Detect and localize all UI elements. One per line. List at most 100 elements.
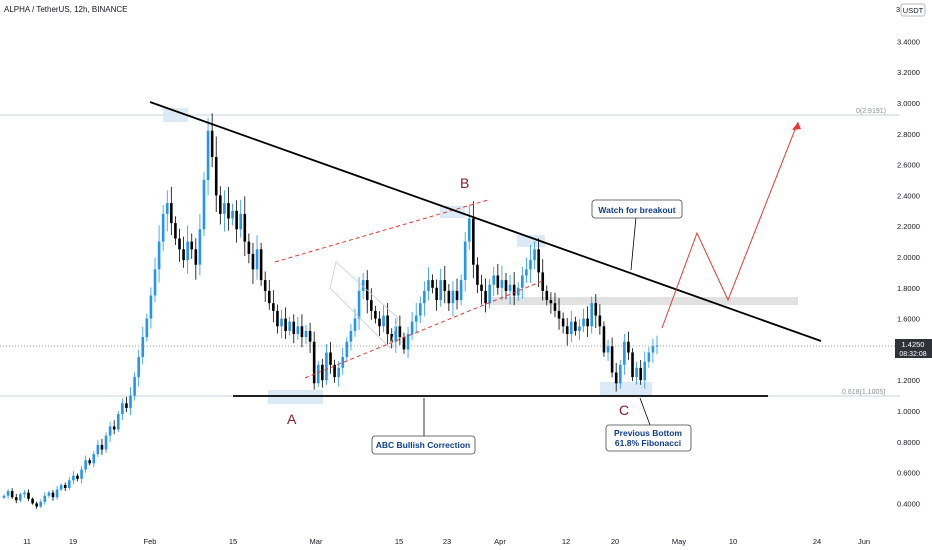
candle-body [451, 290, 455, 304]
callout-breakout-pointer [630, 216, 637, 271]
candle-body [292, 321, 296, 334]
candle-body [27, 492, 30, 499]
candle-body [263, 280, 267, 291]
time-tick-label: Jun [858, 537, 870, 546]
candle-body [284, 318, 287, 331]
candle-body [349, 330, 353, 342]
candle-body [145, 318, 149, 338]
candle-body [427, 280, 430, 291]
candle-body [549, 300, 553, 304]
callout-breakout-box [591, 199, 683, 219]
candle-body [467, 218, 471, 242]
candle-body [202, 180, 206, 230]
candle-body [529, 260, 532, 270]
candle-body [72, 475, 75, 481]
candle-body [398, 326, 402, 338]
candle-body [243, 213, 247, 242]
price-tick-label: 1.8000 [897, 284, 920, 293]
candle-body [31, 498, 34, 504]
time-axis: 11 19 Feb 15 Mar 15 23 Apr 12 20 May 10 24 Jun [23, 537, 870, 546]
candle-body [431, 280, 434, 288]
price-tick-label: 3.0000 [897, 99, 920, 108]
candle-body [341, 357, 345, 368]
candle-body [59, 484, 63, 490]
candle-body [561, 318, 565, 327]
price-tick-label: 1.0000 [897, 407, 920, 416]
candle-body [455, 290, 459, 301]
candle-body [394, 326, 398, 342]
candle-body [557, 310, 561, 319]
candle-body [125, 403, 128, 408]
candle-body [594, 303, 598, 316]
candle-body [435, 287, 438, 301]
candle-body [231, 210, 234, 219]
candle-body [500, 280, 504, 288]
candle-body [627, 341, 630, 353]
candle-body [443, 280, 447, 291]
candle-body [272, 303, 275, 311]
candle-body [459, 280, 463, 301]
callout-abc-text: ABC Bullish Correction [376, 440, 470, 450]
candle-body [198, 229, 202, 265]
candle-body [104, 435, 108, 450]
price-tick-label: 2.0000 [897, 253, 920, 262]
minor-channel [329, 261, 399, 349]
price-tick-label: 3.2000 [897, 68, 920, 77]
candle-body [186, 241, 189, 261]
candle-body [170, 203, 173, 224]
time-tick-label: 15 [395, 537, 403, 546]
candle-body [553, 303, 557, 311]
highlight-apr [517, 235, 545, 247]
candle-body [623, 341, 626, 365]
time-tick-label: Apr [494, 537, 506, 546]
candle-body [194, 249, 198, 265]
fib-label-618: 0.618(1.1005) [842, 389, 886, 396]
candle-body [100, 444, 104, 450]
candle-body [472, 218, 475, 265]
candle-body [504, 280, 508, 291]
candle-body [325, 352, 328, 381]
candle-body [88, 460, 92, 464]
candle-body [108, 426, 112, 436]
projection-path [661, 121, 799, 329]
candle-body [210, 130, 214, 157]
unit-box[interactable] [900, 3, 926, 17]
wave-label-b: B [460, 175, 469, 191]
price-scale-top-tick: 3 [896, 5, 900, 14]
candle-body [300, 326, 304, 338]
candle-body [206, 130, 210, 180]
candle-body [614, 372, 618, 384]
candle-body [288, 321, 291, 331]
projection-arrowhead [792, 122, 801, 130]
candle-body [423, 290, 426, 304]
highlight-a [268, 390, 323, 404]
candle-body [312, 341, 316, 384]
candle-body [219, 195, 222, 214]
candle-body [333, 364, 336, 378]
candle-body [476, 264, 479, 285]
candle-body [635, 367, 638, 378]
wave-label-a: A [287, 411, 297, 427]
candle-body [129, 395, 132, 408]
candle-body [23, 492, 26, 495]
fib-label-0: 0(2.9191) [856, 108, 886, 115]
candle-body [239, 213, 243, 230]
highlight-c [600, 382, 652, 396]
candle-body [214, 156, 218, 196]
candle-body [647, 352, 651, 362]
candle-body [68, 480, 71, 488]
highlight-top [163, 108, 188, 122]
candle-body [374, 310, 377, 319]
candle-body [247, 241, 251, 254]
candle-body [296, 326, 300, 334]
candle-body [361, 280, 365, 291]
candle-body [378, 318, 381, 327]
current-price-badge [895, 339, 932, 358]
candle-body [235, 210, 238, 230]
candle-body [537, 249, 540, 273]
candle-body [112, 426, 116, 430]
candle-body [516, 287, 520, 296]
callout-abc-box [371, 435, 476, 455]
callout-bottom-pointer [639, 397, 651, 426]
